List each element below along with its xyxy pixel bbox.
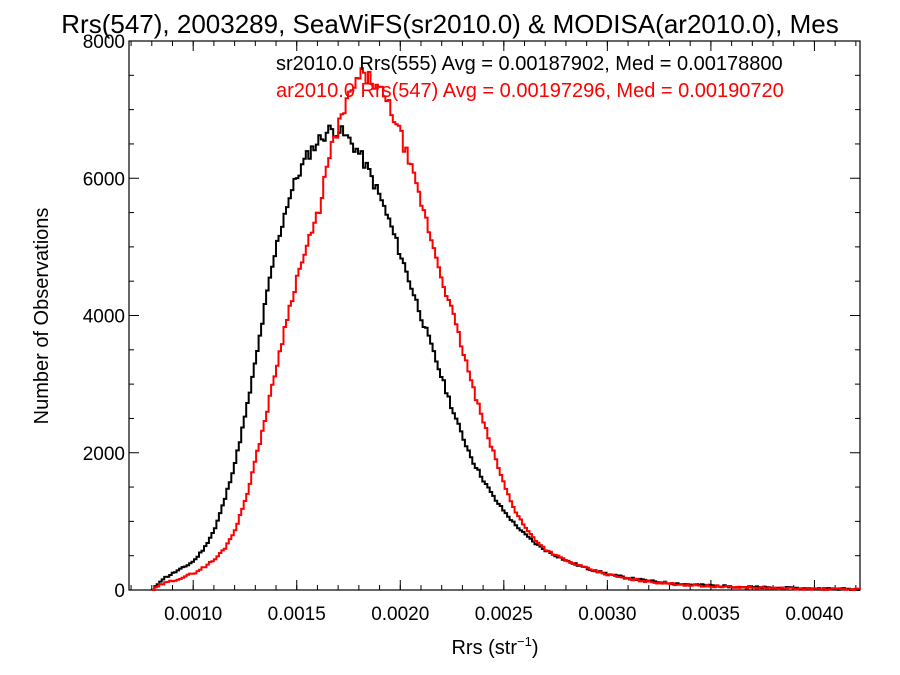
chart-title: Rrs(547), 2003289, SeaWiFS(sr2010.0) & M… xyxy=(61,9,838,39)
y-tick-label: 0 xyxy=(114,581,125,602)
y-axis-label: Number of Observations xyxy=(31,208,53,425)
legend-entry-ar2010: ar2010.0 Rrs(547) Avg = 0.00197296, Med … xyxy=(276,80,784,102)
x-axis-label-superscript: −1 xyxy=(517,634,532,649)
x-axis-label: Rrs (str−1) xyxy=(451,634,538,659)
series-group xyxy=(150,67,861,591)
x-tick-label: 0.0025 xyxy=(475,604,533,625)
x-tick-label: 0.0015 xyxy=(268,604,326,625)
y-tick-label: 8000 xyxy=(83,32,125,53)
legend-entry-sr2010: sr2010.0 Rrs(555) Avg = 0.00187902, Med … xyxy=(276,53,783,75)
series-line-ar2010 xyxy=(151,67,861,591)
y-tick-label: 2000 xyxy=(83,444,125,465)
series-line-sr2010 xyxy=(150,124,860,591)
x-axis-label-close: ) xyxy=(532,637,539,659)
x-tick-label: 0.0020 xyxy=(371,604,429,625)
plot-area xyxy=(128,40,861,591)
plot-frame xyxy=(128,40,861,591)
y-tick-label: 6000 xyxy=(83,169,125,190)
x-tick-label: 0.0010 xyxy=(164,604,222,625)
y-tick-label: 4000 xyxy=(83,307,125,328)
x-axis-label-text: Rrs (str xyxy=(451,637,517,659)
y-axis: 0 2000 4000 6000 8000 xyxy=(83,32,860,602)
x-tick-label: 0.0030 xyxy=(578,604,636,625)
x-tick-label: 0.0035 xyxy=(682,604,740,625)
x-tick-label: 0.0040 xyxy=(785,604,843,625)
x-axis: 0.0010 0.0015 0.0020 0.0025 0.0030 0.0035 0.00… xyxy=(130,41,857,625)
